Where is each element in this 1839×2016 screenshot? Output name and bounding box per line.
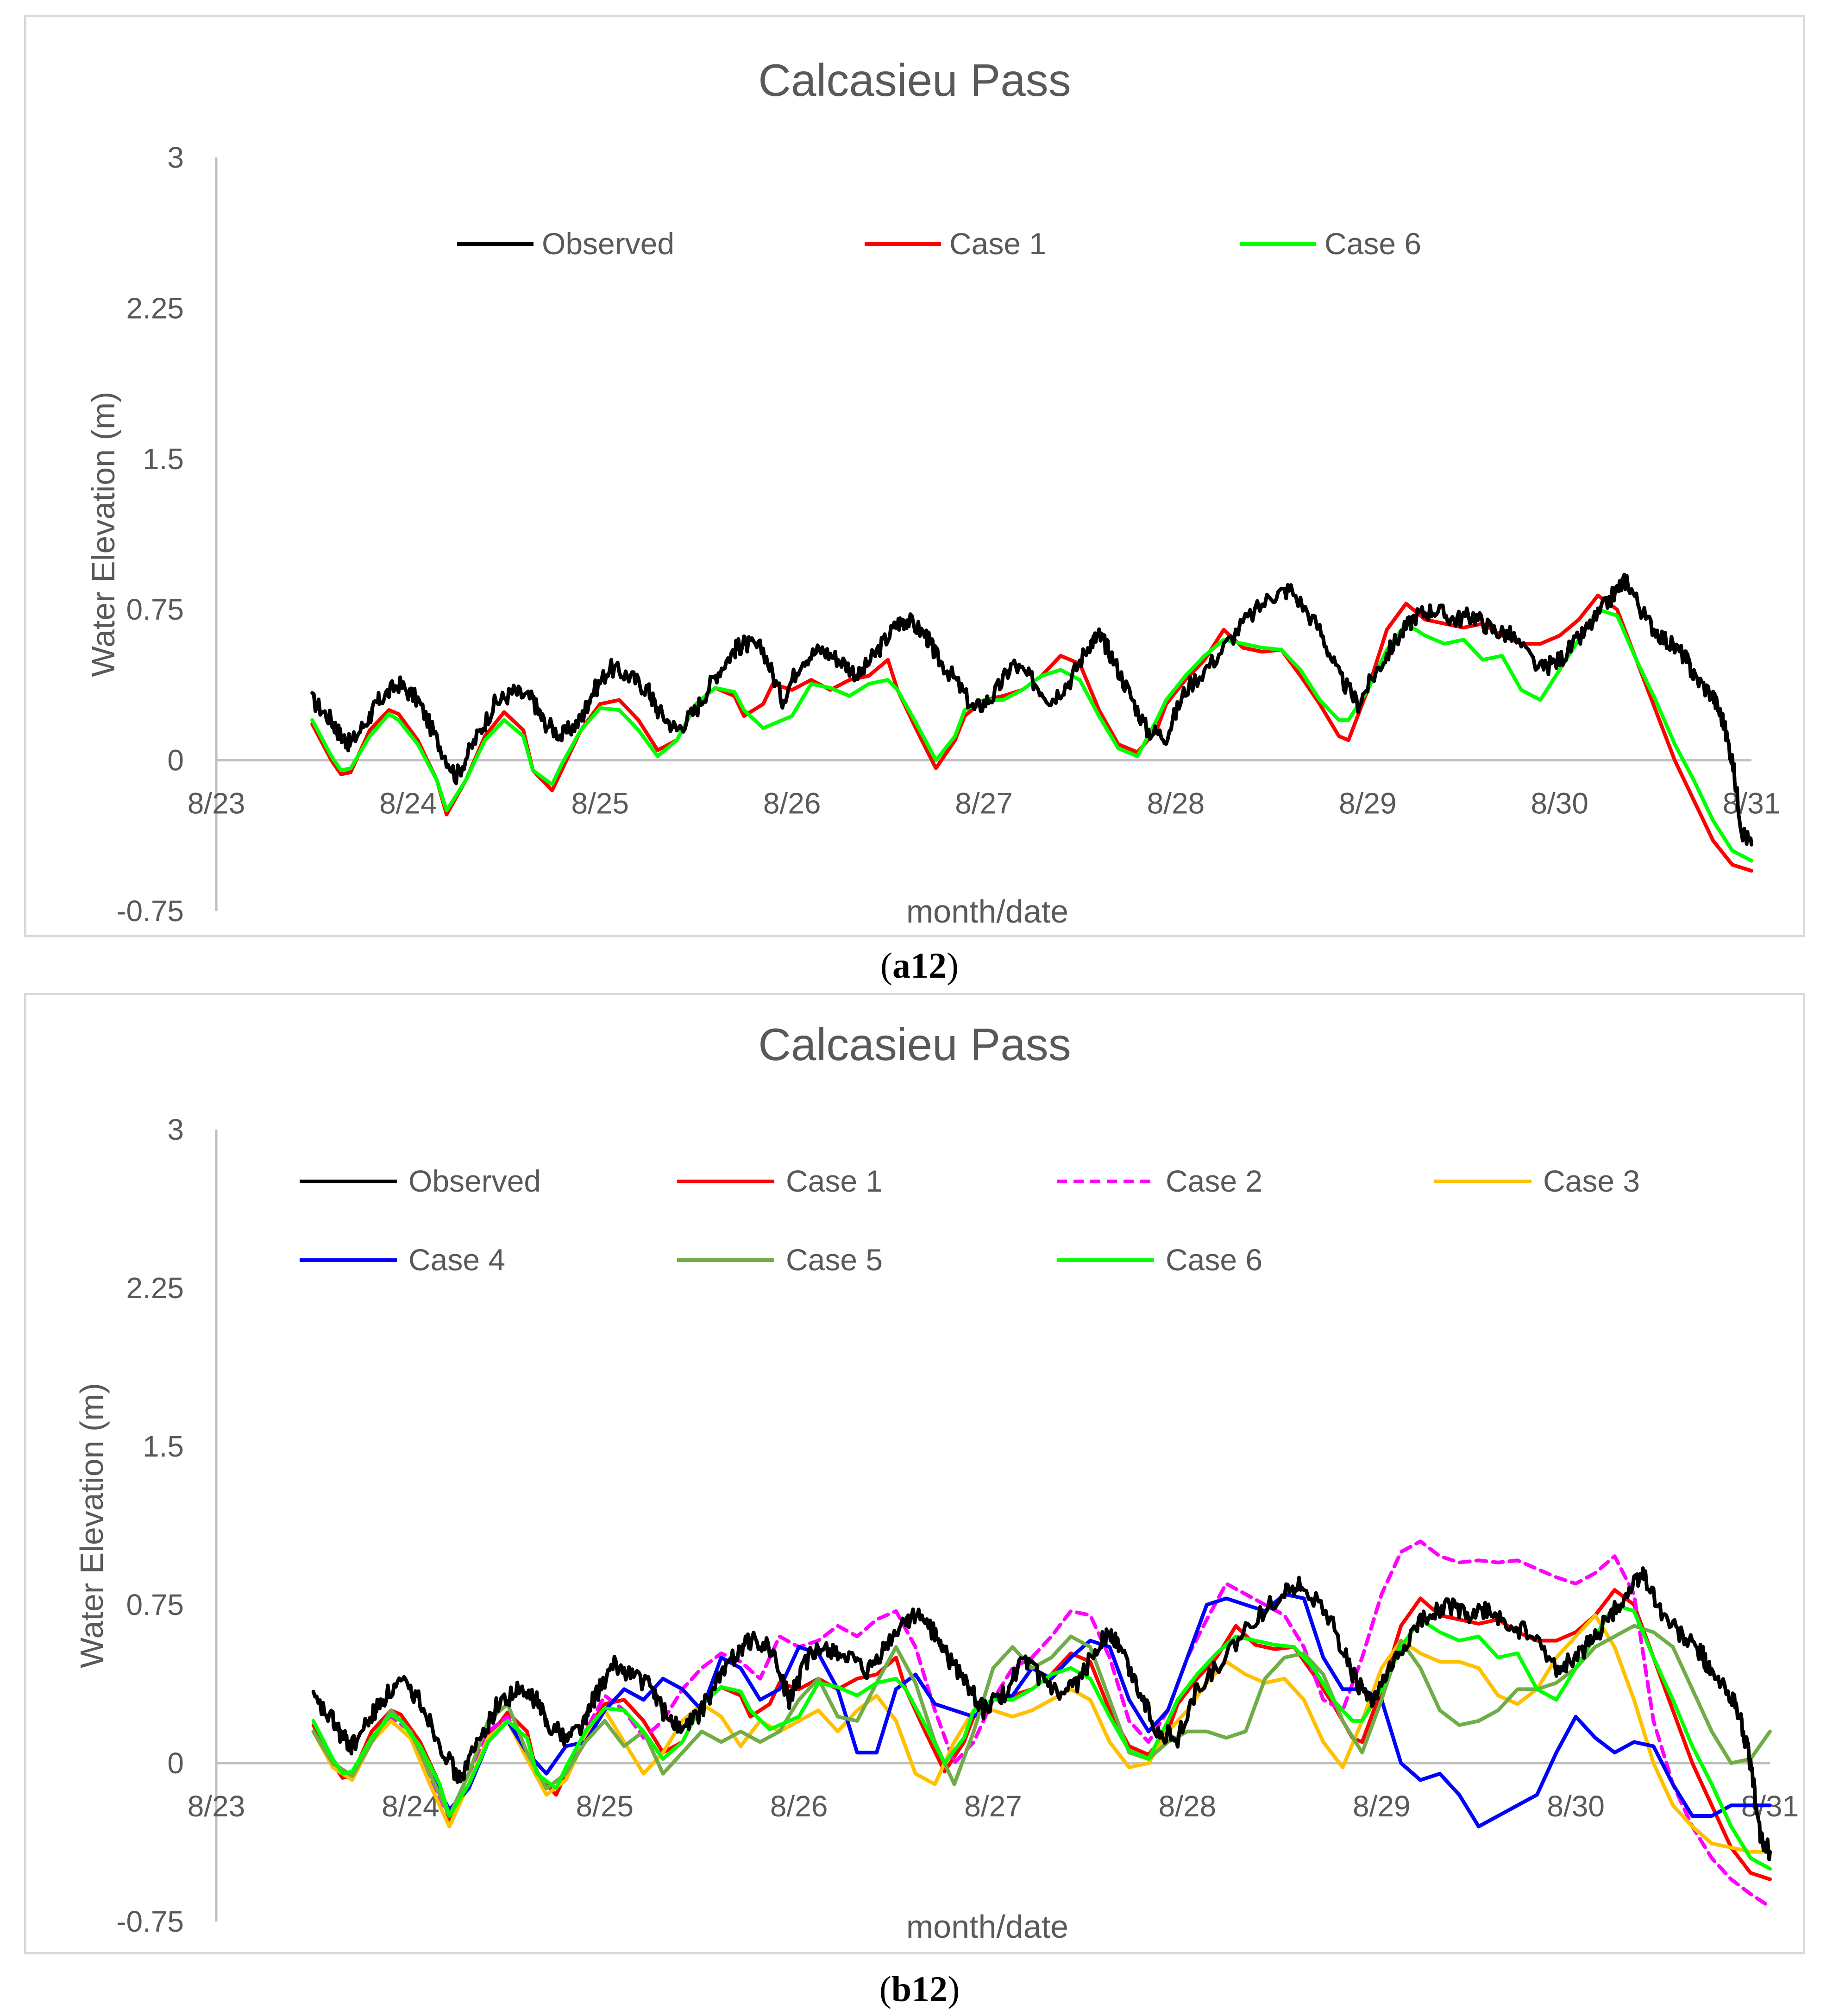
chart-title: Calcasieu Pass <box>758 55 1071 106</box>
x-tick-label: 8/24 <box>382 1790 439 1823</box>
x-tick-label: 8/25 <box>571 787 629 820</box>
chart-a12: Calcasieu Pass 3 2.25 1.5 0.75 0 -0.75 8/23 8/24… <box>85 55 1781 929</box>
legend-label: Case 4 <box>408 1243 505 1277</box>
series-line-case-6 <box>310 608 1753 863</box>
y-tick-label: 3 <box>167 141 184 174</box>
y-tick-label: -0.75 <box>116 1905 184 1938</box>
chart-b12: Calcasieu Pass 3 2.25 1.5 0.75 0 -0.75 8/23 8/24… <box>74 1019 1799 1945</box>
y-tick-label: -0.75 <box>116 894 184 928</box>
y-tick-label: 2.25 <box>126 291 184 325</box>
y-tick-label: 0 <box>167 744 184 777</box>
series-line-case-5 <box>311 1624 1772 1818</box>
y-tick-label: 0.75 <box>126 593 184 626</box>
y-axis-label: Water Elevation (m) <box>74 1383 110 1668</box>
chart-panel-a12: Calcasieu Pass 3 2.25 1.5 0.75 0 -0.75 8/23 8/24… <box>24 15 1805 937</box>
series-line-case-2 <box>311 1539 1772 1909</box>
series-line-case-1 <box>310 593 1753 873</box>
caption-b12: (b12) <box>879 1969 960 2009</box>
x-tick-label: 8/25 <box>576 1790 634 1823</box>
x-tick-label: 8/27 <box>955 787 1013 820</box>
legend-label: Observed <box>408 1164 541 1198</box>
legend-label: Case 3 <box>1543 1164 1640 1198</box>
chart-title: Calcasieu Pass <box>758 1019 1071 1070</box>
x-tick-label: 8/29 <box>1339 787 1397 820</box>
x-tick-label: 8/29 <box>1353 1790 1411 1823</box>
x-tick-label: 8/26 <box>770 1790 828 1823</box>
legend-label: Case 6 <box>1166 1243 1262 1277</box>
x-tick-label: 8/28 <box>1159 1790 1217 1823</box>
x-tick-label: 8/28 <box>1147 787 1205 820</box>
y-tick-label: 1.5 <box>143 442 184 476</box>
x-tick-label: 8/30 <box>1547 1790 1605 1823</box>
x-axis-label: month/date <box>906 893 1068 929</box>
series-line-case-1 <box>311 1588 1772 1881</box>
x-tick-label: 8/23 <box>188 1790 245 1823</box>
x-tick-label: 8/24 <box>379 787 437 820</box>
caption-a12: (a12) <box>880 945 959 986</box>
x-tick-label: 8/30 <box>1531 787 1588 820</box>
x-axis-label: month/date <box>906 1909 1068 1945</box>
legend-label: Case 1 <box>786 1164 883 1198</box>
legend-label: Observed <box>542 226 674 261</box>
y-tick-label: 3 <box>167 1113 184 1146</box>
x-tick-label: 8/23 <box>188 787 245 820</box>
series-line-observed <box>311 1566 1772 1862</box>
series-line-observed <box>310 572 1753 847</box>
chart-panel-b12: Calcasieu Pass 3 2.25 1.5 0.75 0 -0.75 8/23 8/24… <box>24 993 1805 1954</box>
y-tick-label: 0.75 <box>126 1588 184 1621</box>
legend-label: Case 5 <box>786 1243 883 1277</box>
legend-label: Case 1 <box>949 226 1046 261</box>
legend-label: Case 2 <box>1166 1164 1262 1198</box>
y-axis-label: Water Elevation (m) <box>85 392 121 677</box>
legend-label: Case 6 <box>1324 226 1421 261</box>
x-tick-label: 8/31 <box>1723 787 1781 820</box>
x-tick-label: 8/27 <box>964 1790 1022 1823</box>
y-tick-label: 2.25 <box>126 1271 184 1305</box>
y-tick-label: 0 <box>167 1746 184 1780</box>
y-tick-label: 1.5 <box>143 1430 184 1463</box>
x-tick-label: 8/26 <box>763 787 821 820</box>
